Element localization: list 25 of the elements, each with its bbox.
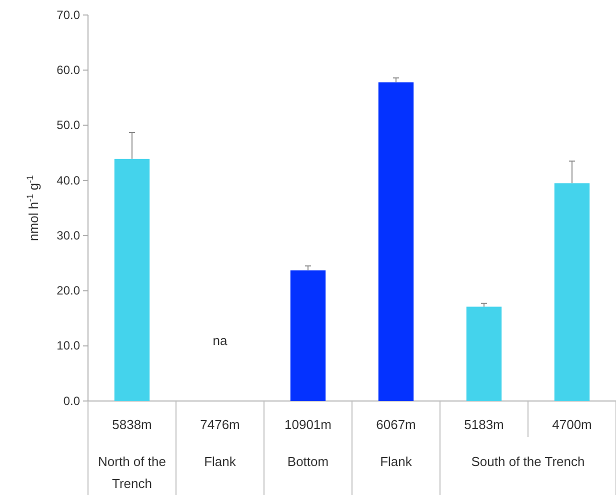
y-tick-label: 0.0 xyxy=(63,394,80,408)
y-tick-label: 30.0 xyxy=(56,228,80,242)
y-tick-label: 70.0 xyxy=(56,8,80,22)
y-tick-label: 10.0 xyxy=(56,338,80,353)
y-tick-label: 40.0 xyxy=(56,173,80,188)
x-tick-label: 6067m xyxy=(376,417,416,432)
bar xyxy=(378,82,414,401)
annotation: na xyxy=(212,333,228,348)
bar xyxy=(554,183,590,401)
text: North of the Trench xyxy=(98,454,166,491)
text: Flank xyxy=(380,454,412,469)
y-tick-label: 50.0 xyxy=(56,118,80,132)
bar xyxy=(114,158,150,401)
x-tick-label: 5183m xyxy=(464,417,504,432)
x-tick-label: 7476m xyxy=(200,417,240,432)
text: Bottom xyxy=(287,454,329,469)
text: South of the Trench xyxy=(471,454,585,469)
x-tick-label: 5838m xyxy=(112,417,152,432)
y-tick-label: 60.0 xyxy=(56,62,80,77)
x-tick-label: 4700m xyxy=(552,417,592,432)
bar xyxy=(290,270,326,401)
text: Flank xyxy=(204,454,236,469)
y-tick-label: 20.0 xyxy=(56,284,80,298)
x-tick-label: 10901m xyxy=(284,417,332,432)
bar xyxy=(466,306,502,401)
